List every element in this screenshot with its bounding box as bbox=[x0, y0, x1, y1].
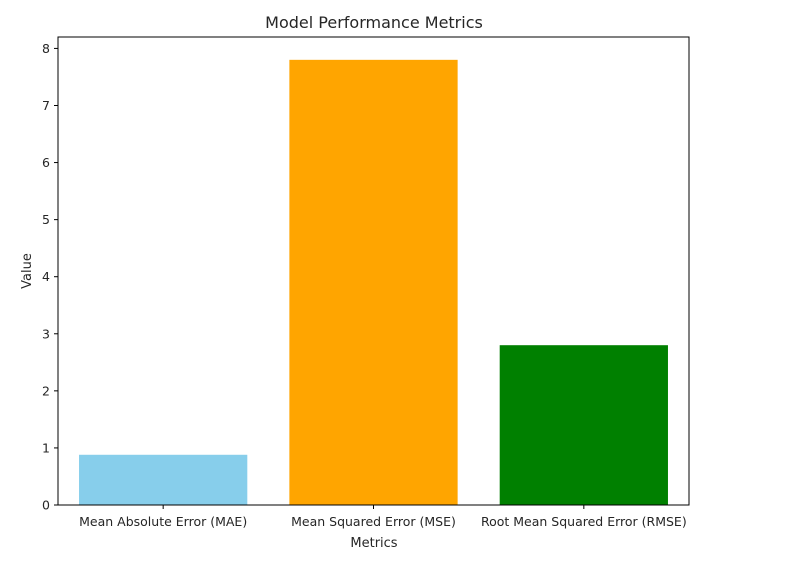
x-tick-label-0: Mean Absolute Error (MAE) bbox=[79, 514, 247, 529]
y-tick-label-1: 1 bbox=[42, 440, 50, 455]
chart-title: Model Performance Metrics bbox=[265, 13, 483, 32]
y-tick-label-7: 7 bbox=[42, 98, 50, 113]
y-tick-label-6: 6 bbox=[42, 155, 50, 170]
y-axis-label: Value bbox=[20, 253, 35, 289]
x-tick-label-1: Mean Squared Error (MSE) bbox=[291, 514, 456, 529]
bar-1 bbox=[289, 59, 458, 505]
y-tick-label-8: 8 bbox=[42, 41, 50, 56]
x-tick-label-2: Root Mean Squared Error (RMSE) bbox=[481, 514, 687, 529]
y-tick-label-3: 3 bbox=[42, 326, 50, 341]
bars-layer bbox=[79, 59, 668, 505]
y-axis-ticks: 0 1 2 3 4 5 6 7 8 bbox=[42, 41, 58, 513]
bar-2 bbox=[499, 345, 668, 505]
plot-area-frame bbox=[57, 36, 690, 506]
x-axis-label: Metrics bbox=[350, 536, 397, 551]
y-tick-label-2: 2 bbox=[42, 383, 50, 398]
bar-0 bbox=[79, 454, 248, 505]
x-axis-ticks: Mean Absolute Error (MAE) Mean Squared Er… bbox=[79, 505, 687, 529]
y-tick-label-4: 4 bbox=[42, 269, 50, 284]
y-tick-label-5: 5 bbox=[42, 212, 50, 227]
y-tick-label-0: 0 bbox=[42, 498, 50, 513]
